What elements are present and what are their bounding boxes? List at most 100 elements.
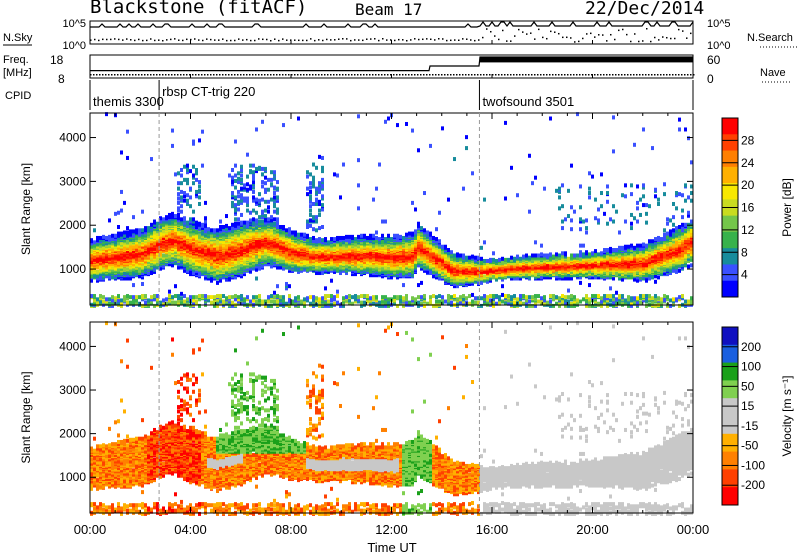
power-cell (243, 220, 246, 225)
power-cell (231, 168, 234, 173)
power-cell (177, 206, 180, 211)
power-cell (240, 186, 243, 191)
power-cell (90, 294, 93, 299)
power-cell (402, 283, 405, 288)
power-cell (369, 296, 372, 301)
power-cell (186, 297, 189, 302)
power-cell (372, 295, 375, 300)
power-cell (237, 207, 240, 212)
power-cell (189, 217, 192, 222)
power-cell (126, 300, 129, 305)
station-title: Blackstone (fitACF) (90, 0, 308, 18)
power-cell (411, 231, 414, 236)
power-cell (411, 296, 414, 301)
power-cell (315, 296, 318, 301)
power-cell (357, 114, 360, 119)
power-cell (99, 294, 102, 299)
power-cell (318, 237, 321, 242)
power-cell (156, 265, 159, 270)
power-cell (192, 209, 195, 214)
power-cell (186, 181, 189, 186)
power-cell (375, 235, 378, 240)
power-cell (198, 180, 201, 185)
power-cell (132, 298, 135, 303)
power-cell (129, 295, 132, 300)
power-cell (96, 300, 99, 305)
power-cell (168, 258, 171, 263)
power-cell (111, 269, 114, 274)
power-cell (189, 219, 192, 224)
power-cell (231, 295, 234, 300)
power-cell (138, 301, 141, 306)
power-cell (177, 296, 180, 301)
power-cell (330, 237, 333, 242)
power-cell (255, 210, 258, 215)
power-cell (177, 208, 180, 213)
power-cell (315, 197, 318, 202)
power-cell (255, 276, 258, 281)
power-cell (105, 235, 108, 240)
power-cell (183, 194, 186, 199)
power-cell (93, 228, 96, 233)
power-cell (159, 219, 162, 224)
power-cell (246, 208, 249, 213)
power-cell (258, 192, 261, 197)
power-cell (174, 214, 177, 219)
power-cell (120, 303, 123, 308)
power-cell (174, 226, 177, 231)
power-cell (420, 226, 423, 231)
power-cell (405, 232, 408, 237)
power-cell (240, 193, 243, 198)
power-cell (339, 195, 342, 200)
power-cell (228, 173, 231, 178)
power-cell (354, 294, 357, 299)
power-cell (123, 244, 126, 249)
power-cell (414, 207, 417, 212)
power-cell (96, 269, 99, 274)
power-cell (246, 187, 249, 192)
power-cell (357, 206, 360, 211)
power-cell (330, 278, 333, 283)
power-cell (117, 243, 120, 248)
power-cell (144, 228, 147, 233)
power-cell (372, 197, 375, 202)
power-cell (150, 157, 153, 162)
power-cell (333, 295, 336, 300)
power-cell (282, 123, 285, 128)
power-cell (180, 189, 183, 194)
power-cell (180, 223, 183, 228)
power-cell (144, 266, 147, 271)
power-cell (156, 221, 159, 226)
power-cell (303, 232, 306, 237)
power-cell (222, 299, 225, 304)
power-cell (234, 178, 237, 183)
power-cell (171, 263, 174, 268)
power-cell (171, 221, 174, 226)
power-cell (108, 297, 111, 302)
power-cell (261, 219, 264, 224)
power-cell (396, 123, 399, 128)
power-cell (186, 177, 189, 182)
power-cell (309, 218, 312, 223)
power-cell (396, 233, 399, 238)
beam-title: Beam 17 (355, 0, 423, 19)
power-cell (186, 249, 189, 254)
power-cell (219, 225, 222, 229)
power-cell (108, 249, 111, 254)
power-cell (399, 295, 402, 300)
power-cell (237, 295, 240, 300)
power-cell (333, 237, 336, 242)
power-cell (180, 195, 183, 200)
power-cell (150, 255, 153, 260)
power-cell (186, 300, 189, 305)
power-cell (171, 211, 174, 216)
power-cell (120, 234, 123, 239)
power-cell (312, 235, 315, 240)
power-cell (165, 297, 168, 302)
power-cell (429, 295, 432, 300)
power-cell (102, 295, 105, 300)
power-cell (159, 221, 162, 226)
power-cell (369, 233, 372, 238)
power-cell (201, 294, 204, 299)
power-cell (192, 298, 195, 303)
